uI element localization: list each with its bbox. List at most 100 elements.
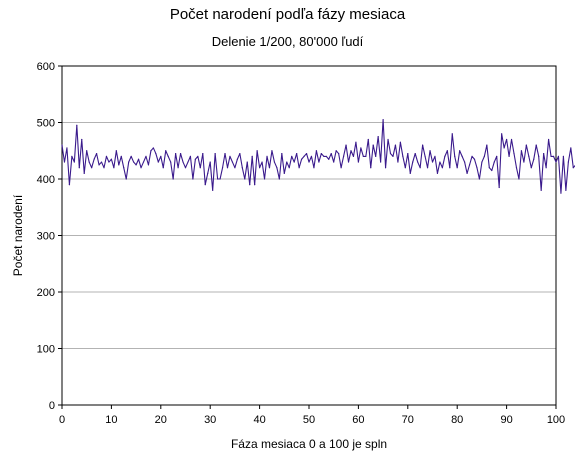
- data-point-137: [399, 141, 401, 143]
- y-tick-label-100: 100: [37, 344, 55, 356]
- data-point-4: [71, 155, 73, 157]
- data-point-8: [81, 138, 83, 141]
- data-point-85: [271, 150, 273, 152]
- data-point-163: [464, 161, 466, 163]
- data-point-29: [133, 161, 135, 163]
- data-point-135: [394, 144, 397, 146]
- data-point-131: [384, 167, 387, 169]
- y-axis-label: Počet narodení: [11, 194, 25, 276]
- data-point-55: [197, 155, 199, 157]
- data-point-205: [567, 161, 569, 163]
- data-point-40: [160, 155, 162, 157]
- data-points: [61, 119, 574, 194]
- data-point-200: [555, 161, 557, 163]
- data-point-3: [68, 184, 71, 186]
- data-point-97: [300, 158, 303, 160]
- data-point-171: [483, 155, 485, 157]
- data-point-62: [214, 152, 216, 155]
- x-tick-label-10: 10: [105, 414, 117, 426]
- data-point-156: [446, 150, 448, 152]
- data-point-0: [61, 144, 63, 146]
- data-point-54: [194, 158, 196, 160]
- data-point-94: [293, 161, 295, 163]
- data-point-70: [234, 167, 236, 169]
- data-point-199: [552, 155, 555, 157]
- data-point-130: [382, 119, 384, 121]
- data-point-204: [565, 189, 567, 191]
- chart-title: Počet narodení podľa fázy mesiaca: [169, 6, 406, 23]
- data-point-142: [412, 161, 414, 163]
- data-point-15: [98, 164, 100, 166]
- data-point-126: [372, 144, 374, 146]
- data-point-27: [128, 161, 130, 163]
- data-point-114: [342, 155, 345, 157]
- data-point-174: [491, 169, 493, 172]
- data-point-61: [212, 189, 214, 191]
- data-point-9: [83, 172, 85, 174]
- x-tick-label-30: 30: [204, 414, 216, 426]
- data-point-95: [296, 152, 298, 155]
- data-point-63: [217, 178, 219, 180]
- data-point-42: [165, 150, 167, 152]
- data-point-162: [461, 155, 463, 157]
- data-point-150: [431, 161, 434, 163]
- data-point-50: [184, 167, 187, 169]
- data-point-91: [286, 161, 288, 163]
- data-point-132: [387, 138, 389, 141]
- data-point-106: [323, 155, 325, 157]
- data-point-175: [493, 161, 495, 163]
- data-point-169: [478, 178, 481, 180]
- data-point-179: [503, 147, 505, 149]
- data-point-13: [93, 158, 95, 160]
- data-point-22: [115, 150, 117, 152]
- data-point-125: [370, 167, 372, 169]
- data-point-202: [560, 192, 562, 194]
- data-point-72: [239, 152, 241, 155]
- data-point-33: [142, 161, 145, 163]
- data-point-198: [550, 155, 552, 157]
- data-point-38: [155, 152, 157, 155]
- data-point-165: [468, 164, 471, 166]
- data-point-203: [562, 155, 565, 157]
- data-point-110: [333, 161, 335, 163]
- data-point-115: [345, 144, 347, 146]
- data-point-16: [100, 161, 103, 163]
- data-point-119: [355, 141, 357, 143]
- data-point-176: [496, 155, 498, 157]
- x-tick-label-60: 60: [352, 414, 364, 426]
- data-point-98: [303, 155, 305, 157]
- data-point-173: [488, 167, 490, 169]
- data-point-77: [251, 155, 253, 157]
- data-point-186: [520, 150, 523, 152]
- data-point-48: [179, 152, 182, 155]
- data-point-49: [182, 161, 184, 163]
- data-point-206: [570, 147, 572, 149]
- x-tick-label-70: 70: [402, 414, 414, 426]
- data-point-43: [167, 155, 169, 157]
- data-point-83: [266, 155, 268, 157]
- data-point-57: [202, 152, 204, 155]
- data-point-51: [187, 161, 189, 163]
- data-point-139: [404, 167, 406, 169]
- data-point-195: [543, 152, 545, 155]
- data-point-75: [246, 161, 248, 163]
- data-point-157: [449, 167, 451, 169]
- data-point-46: [175, 152, 177, 155]
- data-point-32: [140, 167, 142, 169]
- data-point-14: [95, 152, 98, 155]
- data-point-44: [170, 161, 172, 163]
- data-point-154: [441, 167, 443, 169]
- data-point-158: [451, 133, 453, 135]
- data-point-149: [429, 150, 431, 152]
- data-point-78: [254, 184, 256, 186]
- data-point-159: [454, 155, 456, 157]
- data-point-172: [486, 144, 488, 146]
- data-point-35: [147, 164, 150, 166]
- data-point-201: [557, 155, 560, 157]
- data-point-122: [362, 155, 364, 157]
- data-point-2: [66, 147, 68, 149]
- data-point-76: [249, 184, 251, 186]
- data-point-121: [360, 147, 362, 149]
- x-axis-label: Fáza mesiaca 0 a 100 je spln: [231, 437, 387, 451]
- chart-subtitle: Delenie 1/200, 80'000 ľudí: [211, 34, 364, 49]
